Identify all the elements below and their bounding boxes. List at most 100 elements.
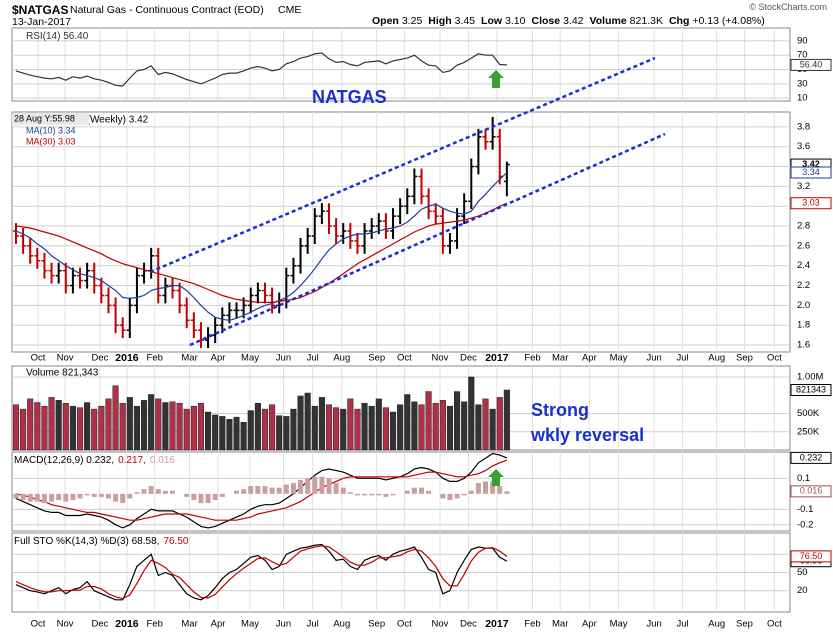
annotation: Strong xyxy=(531,400,589,420)
x-tick-label: 2017 xyxy=(485,352,509,364)
series-line xyxy=(15,202,508,303)
volume-bar xyxy=(240,421,247,451)
x-tick-label: 2016 xyxy=(115,352,139,364)
watermark: © StockCharts.com xyxy=(749,2,827,12)
annotation: wkly reversal xyxy=(530,425,644,445)
x-tick-label: Nov xyxy=(57,619,74,630)
histogram-bar xyxy=(113,493,119,502)
volume-bar xyxy=(411,401,418,451)
y-tick-label: 20 xyxy=(797,585,808,596)
legend: RSI(14) 56.40 xyxy=(26,31,89,42)
x-tick-label: Feb xyxy=(147,619,163,630)
volume-bar xyxy=(98,405,105,451)
volume-bar xyxy=(503,389,510,451)
y-tick-label: 3.6 xyxy=(797,141,810,152)
volume-bar xyxy=(489,408,496,451)
x-tick-label: Dec xyxy=(91,619,108,630)
volume-bar xyxy=(176,403,183,451)
annotations: NATGAS Strong wkly reversal xyxy=(149,56,666,486)
histogram-bar xyxy=(205,493,211,504)
histogram-bar xyxy=(49,493,55,502)
volume-bar xyxy=(397,404,404,451)
volume-bar xyxy=(48,397,55,451)
x-tick-label: Oct xyxy=(31,619,46,630)
histogram-bar xyxy=(255,486,261,494)
histogram-bar xyxy=(454,493,460,499)
x-tick-label: Mar xyxy=(181,619,197,630)
x-tick-label: Jun xyxy=(646,619,661,630)
volume-bar xyxy=(112,385,119,451)
volume-bar xyxy=(41,405,48,451)
x-tick-label: Sep xyxy=(368,619,385,630)
histogram-bar xyxy=(248,486,254,494)
volume-bar xyxy=(226,419,233,451)
symbol: $NATGAS xyxy=(12,3,69,17)
x-tick-label: Sep xyxy=(736,353,753,364)
series-line xyxy=(15,459,508,521)
y-tick-label: 2.8 xyxy=(797,221,810,232)
histogram-bar xyxy=(418,487,424,494)
x-tick-label: Mar xyxy=(552,619,568,630)
volume-bar xyxy=(446,405,453,451)
histogram-bar xyxy=(497,486,503,494)
volume-bar xyxy=(27,398,34,451)
series-line xyxy=(15,52,507,87)
value-box xyxy=(790,384,832,397)
histogram-bar xyxy=(319,476,325,494)
legend-label: 76.50 xyxy=(163,536,188,547)
quote-label: Volume xyxy=(589,15,627,27)
volume-bar xyxy=(69,405,76,451)
volume-bar xyxy=(91,408,98,451)
volume-bar xyxy=(183,408,190,451)
histogram-bar xyxy=(312,476,318,494)
volume-bar xyxy=(162,402,169,451)
histogram-bar xyxy=(376,493,382,496)
volume-bar xyxy=(197,403,205,451)
panel-label: $NATGAS (Weekly) 3.42 xyxy=(38,115,149,126)
histogram-bar xyxy=(191,493,197,501)
histogram-bar xyxy=(70,493,76,501)
x-tick-label: Apr xyxy=(211,353,226,364)
x-tick-label: Nov xyxy=(432,619,449,630)
volume-bar xyxy=(212,414,219,451)
x-tick-label: May xyxy=(610,353,628,364)
quote-label: Low xyxy=(481,15,503,27)
quote-value: 821.3K xyxy=(629,15,663,27)
histogram-bar xyxy=(91,493,97,497)
histogram-bar xyxy=(34,493,40,502)
histogram-bar xyxy=(98,493,104,497)
histogram-bar xyxy=(212,493,218,501)
histogram-bar xyxy=(269,487,275,494)
volume-bar xyxy=(62,403,69,451)
value-box-label: 3.42 xyxy=(802,159,820,169)
volume-bar xyxy=(389,411,397,451)
histogram-bar xyxy=(347,492,353,494)
value-box-label: 76.50 xyxy=(800,551,823,561)
histogram-bar xyxy=(155,489,161,494)
quote-value: 3.45 xyxy=(454,15,476,27)
volume-bar xyxy=(119,403,126,451)
x-tick-label: Oct xyxy=(767,619,782,630)
histogram-bar xyxy=(383,493,389,497)
legend-label: 0.016 xyxy=(150,455,175,466)
y-tick-label: 500K xyxy=(797,408,820,419)
quote-value: 3.25 xyxy=(401,15,423,27)
x-tick-label: Mar xyxy=(552,353,568,364)
x-tick-label: 2016 xyxy=(115,618,139,630)
value-box-label: 3.03 xyxy=(802,198,820,208)
histogram-bar xyxy=(369,493,375,496)
legend: MACD(12,26,9) 0.232, 0.217, 0.016 xyxy=(14,455,175,466)
y-tick-label: 0.1 xyxy=(797,473,810,484)
volume-bar xyxy=(318,397,325,451)
y-tick-label: -0.2 xyxy=(797,519,813,530)
series-line xyxy=(15,172,508,321)
legend-label: MACD(12,26,9) 0.232, xyxy=(14,455,114,466)
x-tick-label: Jun xyxy=(276,353,291,364)
volume-bar xyxy=(439,400,446,451)
histogram-bar xyxy=(340,487,346,494)
volume-bar xyxy=(482,398,489,451)
annotation: NATGAS xyxy=(312,87,387,107)
x-tick-label: Apr xyxy=(582,619,597,630)
y-tick-label: 3.8 xyxy=(797,121,810,132)
